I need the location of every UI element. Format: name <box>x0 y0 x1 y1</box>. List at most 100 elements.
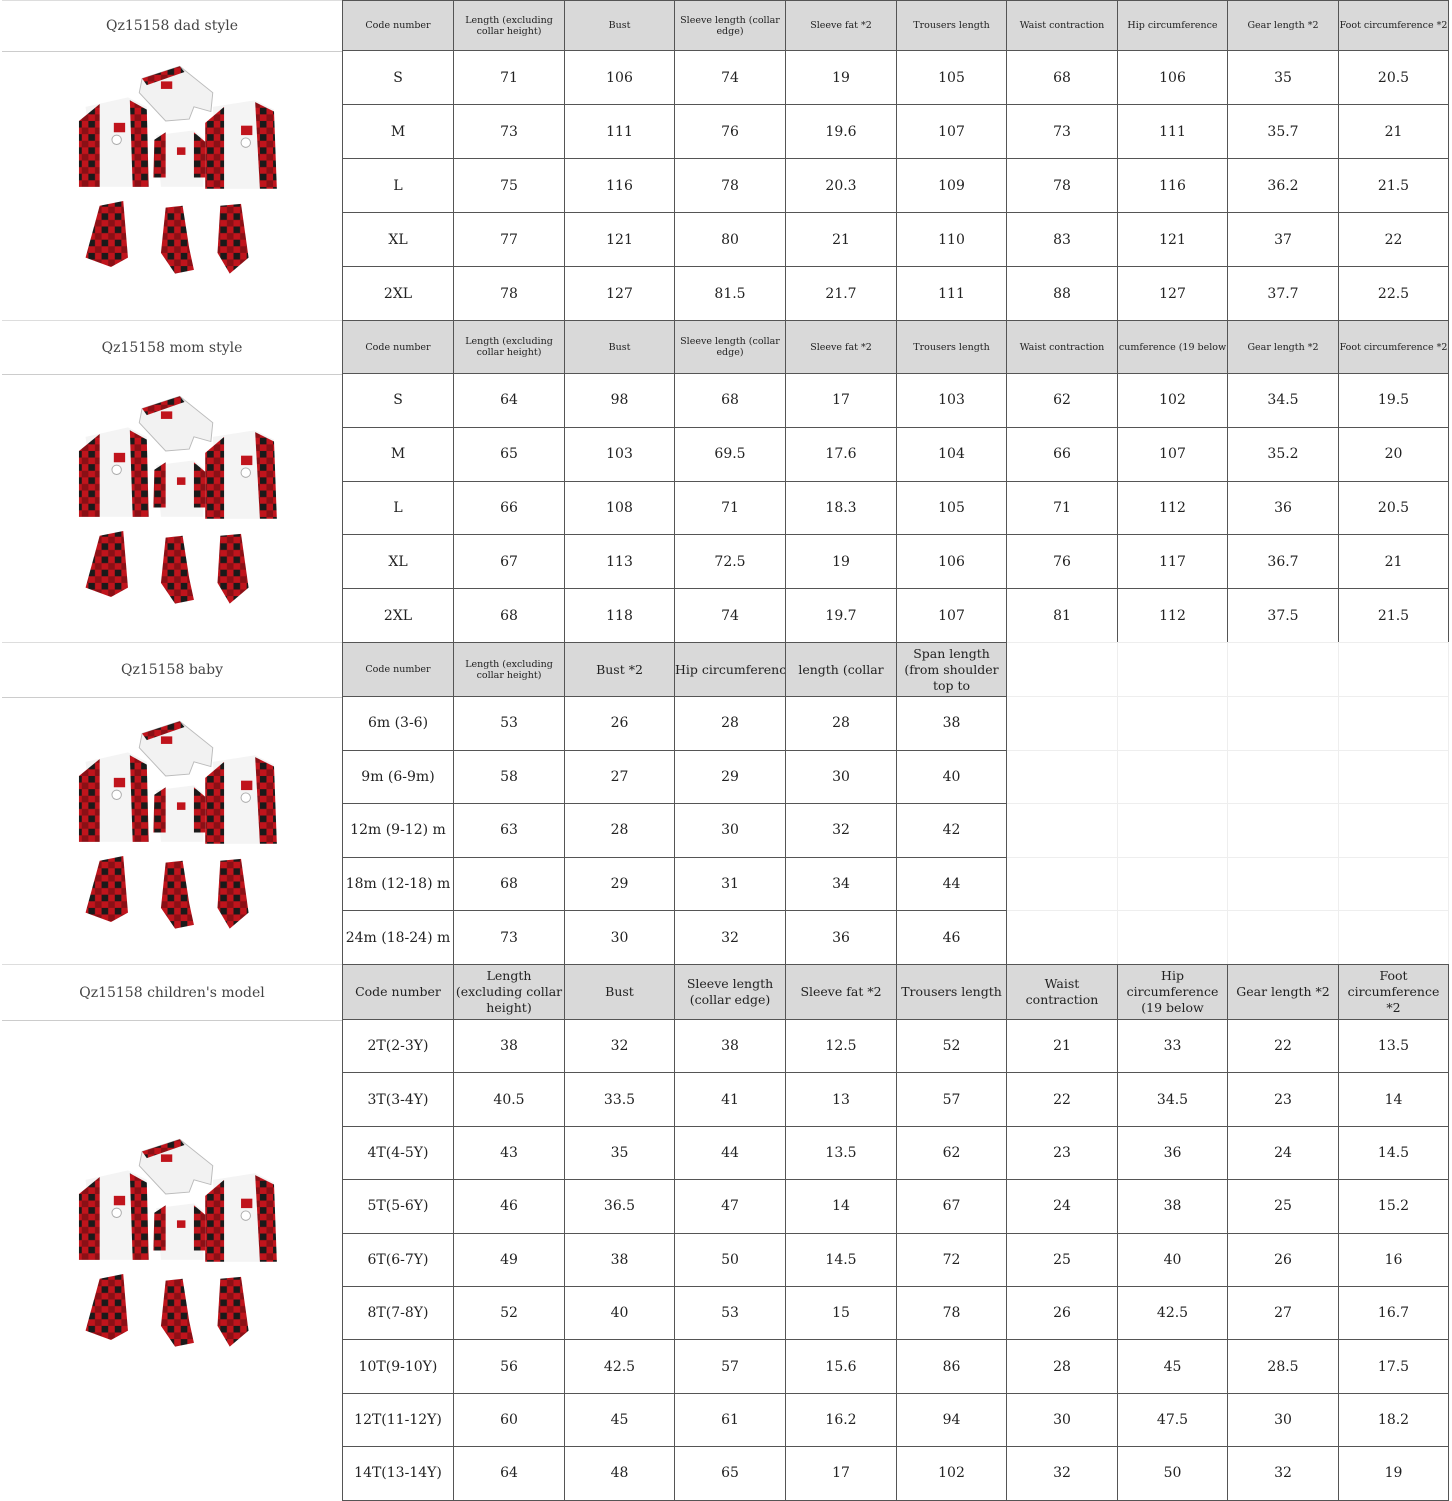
measurement-cell: 18.3 <box>785 480 897 536</box>
size-code-cell: 9m (6-9m) <box>342 749 454 805</box>
empty-cell <box>1227 856 1339 912</box>
measurement-cell: 28 <box>1006 1339 1118 1394</box>
adult-shirt-left <box>78 427 149 517</box>
measurement-cell: 66 <box>1006 426 1118 482</box>
size-code-cell: 3T(3-4Y) <box>342 1072 454 1127</box>
column-header: length (collar <box>785 642 897 697</box>
measurement-cell: 22 <box>1338 212 1449 267</box>
table-row: 3T(3-4Y) 40.5 33.5 41 13 57 22 34.5 23 14 <box>342 1072 1449 1127</box>
measurement-cell: 27 <box>1227 1285 1339 1341</box>
child-shirt-middle <box>153 1203 206 1260</box>
size-code-cell: 14T(13-14Y) <box>342 1446 454 1501</box>
adult-shirt-right <box>205 430 277 519</box>
table-row: 9m (6-9m) 58 27 29 30 40 <box>342 749 1449 805</box>
measurement-cell: 58 <box>453 749 565 805</box>
size-code-cell: 10T(9-10Y) <box>342 1339 454 1394</box>
section-title: Qz15158 baby <box>2 642 342 698</box>
measurement-cell: 127 <box>564 266 675 321</box>
measurement-cell: 22.5 <box>1338 266 1449 321</box>
table-row: 4T(4-5Y) 43 35 44 13.5 62 23 36 24 14.5 <box>342 1125 1449 1181</box>
child-shirt-middle <box>153 460 206 517</box>
size-table: Code number Length (excluding collar heig… <box>342 320 1449 643</box>
empty-cell <box>1117 642 1228 697</box>
measurement-cell: 35.2 <box>1227 426 1339 482</box>
measurement-cell: 80 <box>674 212 786 267</box>
measurement-cell: 30 <box>1006 1392 1118 1448</box>
measurement-cell: 77 <box>453 212 565 267</box>
column-header: Foot circumference *2 <box>1338 0 1449 51</box>
measurement-cell: 19 <box>785 534 897 590</box>
empty-cell <box>1006 749 1118 805</box>
empty-cell <box>1227 642 1339 697</box>
measurement-cell: 63 <box>453 803 565 858</box>
measurement-cell: 20.5 <box>1338 50 1449 105</box>
measurement-cell: 21 <box>1006 1018 1118 1074</box>
measurement-cell: 105 <box>896 480 1007 536</box>
table-row: 14T(13-14Y) 64 48 65 17 102 32 50 32 19 <box>342 1446 1449 1501</box>
size-code-cell: 2XL <box>342 588 454 643</box>
size-code-cell: M <box>342 426 454 482</box>
measurement-cell: 76 <box>674 104 786 159</box>
measurement-cell: 15.6 <box>785 1339 897 1394</box>
measurement-cell: 32 <box>674 910 786 965</box>
measurement-cell: 47.5 <box>1117 1392 1228 1448</box>
measurement-cell: 25 <box>1227 1179 1339 1234</box>
measurement-cell: 103 <box>896 373 1007 428</box>
measurement-cell: 121 <box>564 212 675 267</box>
header-row: Code number Length (excluding collar heig… <box>342 320 1449 374</box>
measurement-cell: 32 <box>1006 1446 1118 1501</box>
measurement-cell: 56 <box>453 1339 565 1394</box>
measurement-cell: 18.2 <box>1338 1392 1449 1448</box>
column-header: Code number <box>342 320 454 374</box>
measurement-cell: 64 <box>453 373 565 428</box>
measurement-cell: 36.5 <box>564 1179 675 1234</box>
section-sidebar: Qz15158 children's model <box>2 964 343 1500</box>
measurement-cell: 42 <box>896 803 1007 858</box>
measurement-cell: 106 <box>564 50 675 105</box>
column-header: Length (excluding collar height) <box>453 642 565 697</box>
measurement-cell: 14.5 <box>785 1232 897 1287</box>
measurement-cell: 66 <box>453 480 565 536</box>
measurement-cell: 36 <box>1117 1125 1228 1181</box>
measurement-cell: 38 <box>896 696 1007 751</box>
child-shirt-middle <box>153 130 206 187</box>
measurement-cell: 40 <box>564 1285 675 1341</box>
measurement-cell: 112 <box>1117 588 1228 643</box>
measurement-cell: 36.2 <box>1227 158 1339 213</box>
pajama-product-image <box>62 710 307 955</box>
measurement-cell: 62 <box>1006 373 1118 428</box>
measurement-cell: 52 <box>896 1018 1007 1074</box>
measurement-cell: 40.5 <box>453 1072 565 1127</box>
measurement-cell: 68 <box>453 856 565 912</box>
measurement-cell: 86 <box>896 1339 1007 1394</box>
measurement-cell: 28 <box>564 803 675 858</box>
empty-cell <box>1338 696 1449 751</box>
size-section: Qz15158 baby Code number Length (excludin… <box>0 642 1452 965</box>
empty-cell <box>1338 803 1449 858</box>
measurement-cell: 57 <box>674 1339 786 1394</box>
measurement-cell: 111 <box>1117 104 1228 159</box>
column-header: Trousers length <box>896 964 1007 1020</box>
measurement-cell: 109 <box>896 158 1007 213</box>
measurement-cell: 50 <box>1117 1446 1228 1501</box>
section-sidebar: Qz15158 mom style <box>2 320 343 642</box>
measurement-cell: 73 <box>453 104 565 159</box>
column-header: Length (excluding collar height) <box>453 964 565 1020</box>
measurement-cell: 19 <box>1338 1446 1449 1501</box>
measurement-cell: 21.5 <box>1338 588 1449 643</box>
measurement-cell: 98 <box>564 373 675 428</box>
measurement-cell: 38 <box>1117 1179 1228 1234</box>
measurement-cell: 108 <box>564 480 675 536</box>
baby-romper <box>138 65 214 122</box>
measurement-cell: 68 <box>1006 50 1118 105</box>
empty-cell <box>1227 910 1339 965</box>
measurement-cell: 107 <box>896 104 1007 159</box>
size-code-cell: 5T(5-6Y) <box>342 1179 454 1234</box>
table-row: 10T(9-10Y) 56 42.5 57 15.6 86 28 45 28.5 17.5 <box>342 1339 1449 1394</box>
measurement-cell: 17.6 <box>785 426 897 482</box>
section-sidebar: Qz15158 baby <box>2 642 343 964</box>
measurement-cell: 37.5 <box>1227 588 1339 643</box>
column-header: Code number <box>342 964 454 1020</box>
measurement-cell: 17.5 <box>1338 1339 1449 1394</box>
column-header: Bust <box>564 964 675 1020</box>
